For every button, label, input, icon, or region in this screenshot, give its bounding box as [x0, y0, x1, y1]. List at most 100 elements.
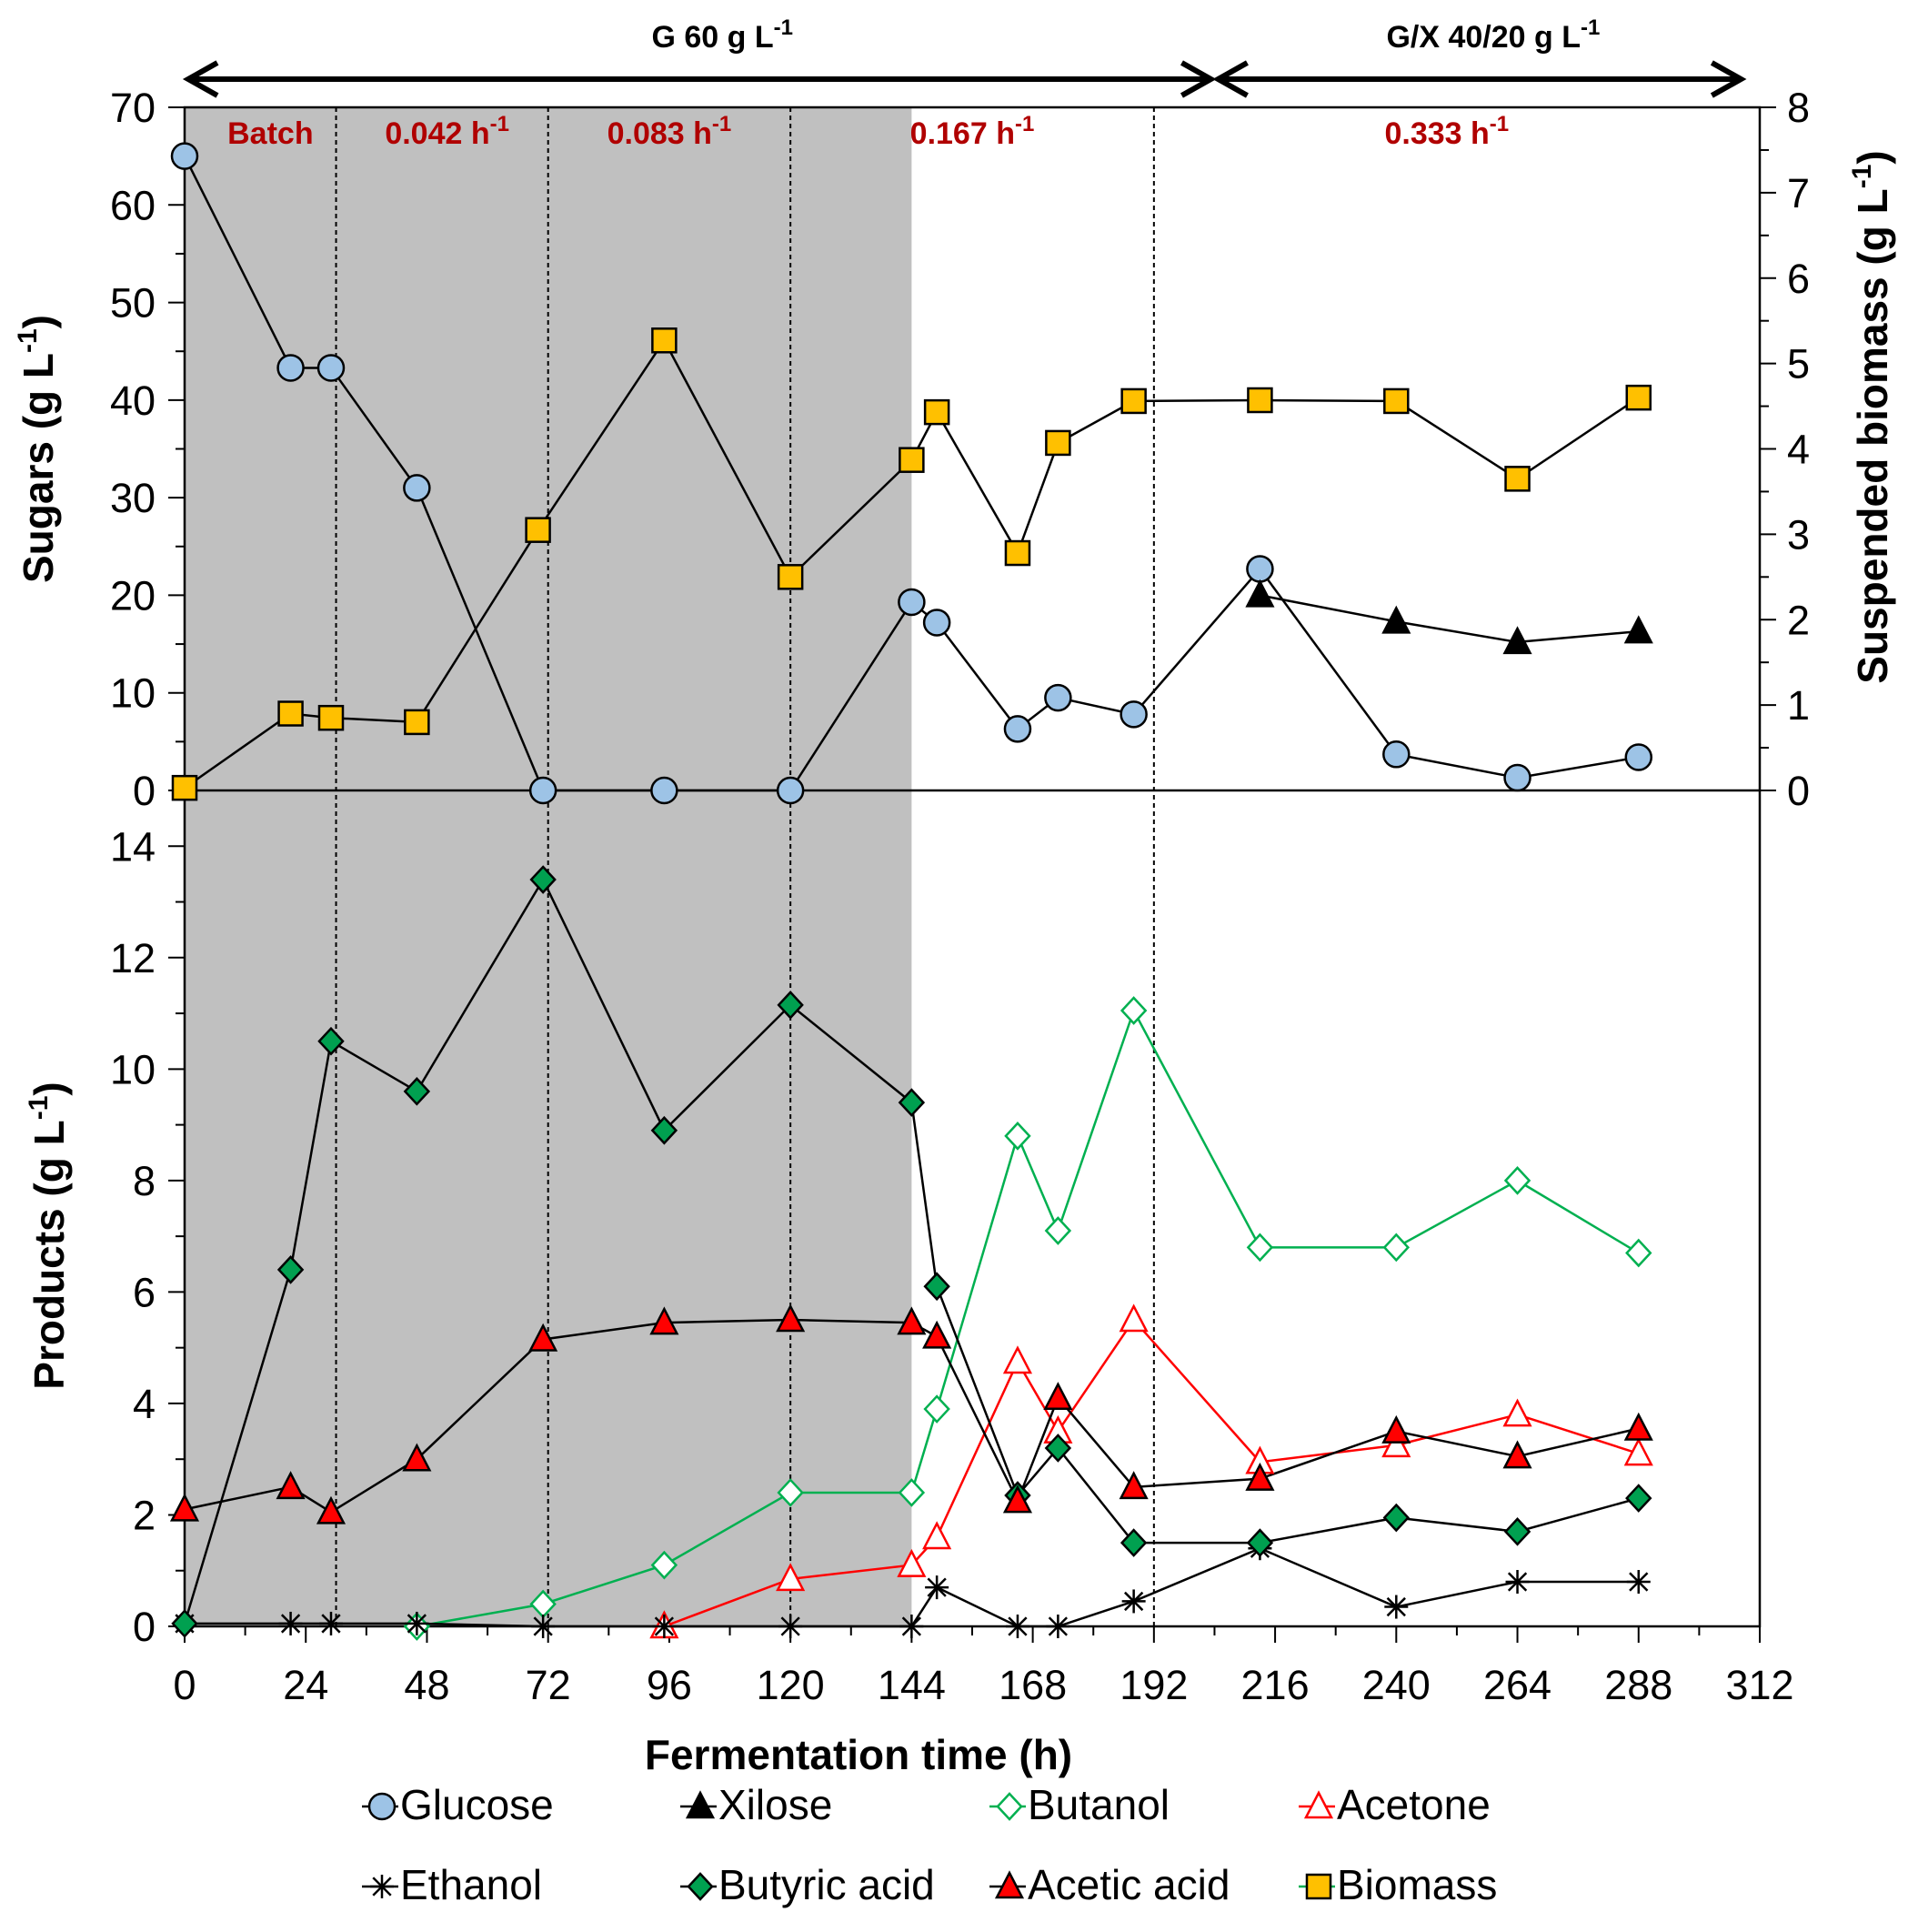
products-ethanol-point — [778, 1615, 803, 1638]
star-stroke — [654, 1616, 675, 1636]
sugars-glucose-point — [1624, 743, 1653, 771]
legend-item-xilose: Xilose — [680, 1781, 832, 1828]
products-butyric-acid-point — [923, 1272, 950, 1302]
sugars-biomass-point — [1625, 384, 1652, 411]
biomass-tick-label: 8 — [1787, 85, 1810, 131]
legend-item-acetic-acid: Acetic acid — [989, 1861, 1230, 1908]
star-stroke — [927, 1577, 947, 1597]
products-butanol-point — [1625, 1238, 1652, 1268]
rate-label: 0.333 h-1 — [1384, 112, 1509, 151]
legend-marker — [370, 1875, 394, 1898]
star-stroke — [901, 1616, 922, 1636]
legend-marker — [1303, 1790, 1334, 1819]
legend-item-butanol: Butanol — [989, 1781, 1170, 1828]
legend-marker — [996, 1792, 1023, 1821]
sugars-tick-label: 60 — [110, 182, 156, 228]
biomass-tick-label: 5 — [1787, 341, 1810, 387]
products-acetic-acid-point — [1245, 1462, 1275, 1491]
products-butyric-acid-point — [403, 1077, 431, 1106]
products-acetic-acid-point — [776, 1303, 806, 1333]
sugars-biomass-point — [1247, 387, 1273, 414]
products-acetic-acid-point — [1002, 1484, 1033, 1514]
sugars-tick-label: 50 — [110, 280, 156, 327]
products-ethanol-point — [899, 1615, 924, 1638]
products-acetic-acid-point — [402, 1443, 432, 1472]
legend: Glucose Xilose Butanol Acetone Ethanol Butyri… — [362, 1781, 1497, 1908]
sugars-xilose-point — [1502, 626, 1532, 655]
products-tick-label: 8 — [133, 1158, 156, 1204]
sugars-biomass-point — [171, 774, 198, 801]
sugars-biomass-point — [277, 700, 304, 727]
products-ethanol-point — [1384, 1595, 1409, 1619]
x-tick-label: 24 — [283, 1662, 328, 1708]
legend-label: Acetic acid — [1028, 1861, 1230, 1908]
sugars-axis-title: Sugars (g L-1) — [13, 315, 62, 583]
products-acetone-point — [897, 1548, 927, 1577]
products-axis-title: Products (g L-1) — [24, 1082, 73, 1389]
rate-label: Batch — [227, 116, 313, 151]
products-acetone-point — [1623, 1437, 1653, 1466]
shaded-region — [185, 107, 912, 1626]
rate-label: 0.167 h-1 — [910, 112, 1035, 151]
legend-item-ethanol: Ethanol — [362, 1861, 542, 1908]
star-stroke — [780, 1616, 800, 1636]
legend-item-glucose: Glucose — [362, 1781, 554, 1828]
products-butanol-point — [1120, 996, 1148, 1025]
products-ethanol-point — [1046, 1615, 1070, 1638]
products-butyric-acid-point — [529, 865, 557, 894]
products-tick-label: 6 — [133, 1269, 156, 1315]
phase-label: G 60 g L-1 — [651, 15, 792, 55]
star-stroke — [372, 1877, 392, 1897]
x-tick-label: 72 — [526, 1662, 571, 1708]
sugars-xilose-point — [1245, 579, 1275, 608]
sugars-tick-label: 30 — [110, 475, 156, 521]
products-acetone-point — [1502, 1398, 1532, 1427]
labels-layer: G 60 g L-1 G/X 40/20 g L-1 Batch 0.042 h-1 0… — [182, 15, 1747, 151]
products-acetic-acid-point — [649, 1306, 679, 1335]
products-acetic-acid-point — [1043, 1382, 1073, 1411]
legend-item-acetone: Acetone — [1299, 1781, 1491, 1828]
x-tick-label: 144 — [878, 1662, 946, 1708]
products-tick-label: 12 — [110, 935, 156, 981]
sugars-biomass-point — [404, 709, 430, 736]
products-acetic-acid-line — [184, 1318, 1640, 1514]
x-tick-label: 168 — [999, 1662, 1067, 1708]
x-tick-label: 120 — [757, 1662, 825, 1708]
x-tick-label: 240 — [1362, 1662, 1431, 1708]
shaded-region-layer — [185, 107, 912, 1626]
phase-arrowhead-left — [1212, 60, 1249, 98]
star-stroke — [1048, 1616, 1069, 1636]
sugars-tick-label: 0 — [133, 768, 156, 814]
phase-arrowhead-right — [1710, 60, 1747, 98]
legend-label: Ethanol — [400, 1861, 542, 1908]
sugars-glucose-point — [1382, 740, 1411, 769]
sugars-glucose-point — [650, 776, 678, 805]
products-acetone-point — [922, 1521, 952, 1550]
products-ethanol-point — [1005, 1615, 1029, 1638]
products-ethanol-point — [1121, 1589, 1146, 1614]
sugars-biomass-line — [184, 337, 1640, 790]
products-acetic-acid-point — [1119, 1471, 1149, 1500]
sugars-biomass-point — [651, 327, 678, 354]
sugars-glucose-point — [1120, 700, 1148, 729]
products-butanol-point — [1246, 1233, 1274, 1263]
sugars-xilose-line — [1260, 594, 1639, 644]
x-tick-label: 48 — [404, 1662, 449, 1708]
products-acetic-acid-point — [1502, 1440, 1532, 1469]
products-butyric-acid-point — [777, 991, 804, 1020]
products-tick-label: 0 — [133, 1604, 156, 1650]
legend-label: Butanol — [1028, 1781, 1170, 1828]
products-butanol-point — [1503, 1166, 1531, 1195]
sugars-biomass-point — [1045, 429, 1071, 457]
rate-label: 0.042 h-1 — [385, 112, 509, 151]
legend-marker — [685, 1790, 716, 1819]
sugars-biomass-point — [777, 564, 804, 590]
legend-item-butyric-acid: Butyric acid — [680, 1861, 935, 1908]
phase-arrowhead-right — [1180, 60, 1217, 98]
products-acetic-acid-point — [528, 1323, 558, 1352]
legend-marker — [1305, 1873, 1332, 1900]
products-butyric-acid-point — [1382, 1503, 1411, 1533]
legend-label: Butyric acid — [718, 1861, 935, 1908]
legend-label: Biomass — [1337, 1861, 1497, 1908]
